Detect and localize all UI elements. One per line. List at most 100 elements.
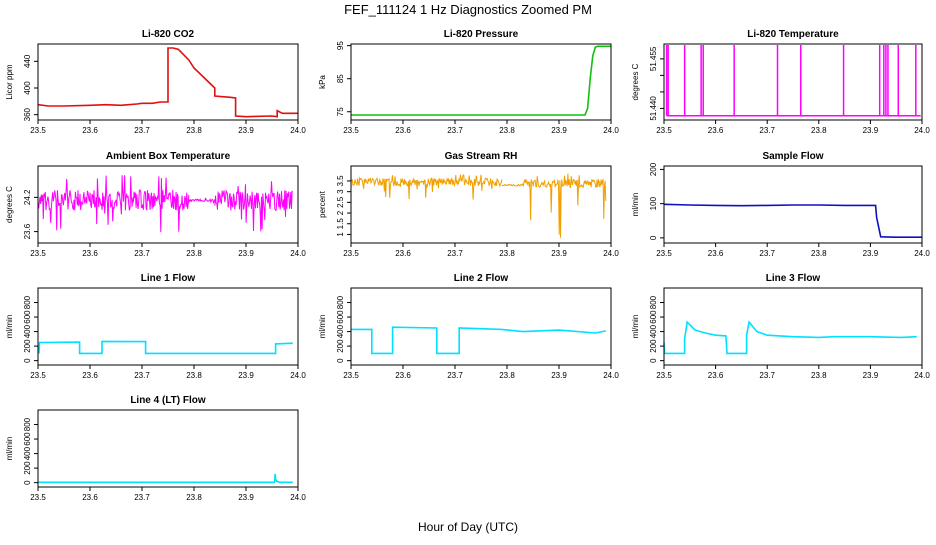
series-line — [351, 45, 611, 116]
x-tick-label: 23.6 — [82, 371, 98, 380]
y-axis-label: ml/min — [5, 437, 14, 461]
x-tick-label: 23.5 — [30, 126, 46, 135]
y-tick-label: 3 — [336, 189, 345, 194]
y-axis-label: percent — [318, 190, 327, 217]
x-tick-label: 23.6 — [708, 126, 724, 135]
x-tick-label: 23.6 — [82, 126, 98, 135]
y-tick-label: 800 — [649, 295, 658, 309]
series-ambient — [37, 175, 294, 233]
y-tick-label: 400 — [336, 324, 345, 338]
x-tick-label: 23.5 — [656, 371, 672, 380]
x-tick-label: 23.9 — [238, 493, 254, 502]
plot-frame — [663, 43, 923, 121]
y-tick-label: 400 — [23, 324, 32, 338]
plot-frame — [350, 287, 612, 366]
x-tick-label: 23.7 — [759, 126, 775, 135]
x-tick-label: 23.9 — [551, 126, 567, 135]
chart-panel-pressure: Li-820 Pressure kPa 23.5 23.6 23.7 23.8 23.9 24… — [318, 29, 619, 135]
y-tick-label: 600 — [649, 310, 658, 324]
y-tick-label: 75 — [336, 107, 345, 116]
x-tick-label: 23.7 — [134, 371, 150, 380]
x-tick-label: 23.7 — [134, 493, 150, 502]
y-tick-label: 3.5 — [336, 175, 345, 187]
series-line — [522, 173, 607, 238]
series-line2 — [351, 326, 606, 355]
x-tick-label: 24.0 — [914, 249, 930, 258]
chart-title: Line 4 (LT) Flow — [130, 395, 206, 406]
chart-title: Line 2 Flow — [454, 273, 509, 284]
x-tick-label: 23.8 — [499, 126, 515, 135]
series-sample — [663, 203, 922, 238]
series-line — [663, 203, 922, 238]
x-tick-label: 23.5 — [30, 493, 46, 502]
y-axis-label: kPa — [318, 75, 327, 89]
chart-panel-line1: Line 1 Flow ml/min 23.5 23.6 23.7 23.8 23.9 24.… — [5, 273, 306, 380]
x-tick-label: 23.8 — [499, 249, 515, 258]
x-tick-label: 23.9 — [551, 249, 567, 258]
series-pressure — [351, 45, 611, 116]
x-tick-label: 23.5 — [656, 249, 672, 258]
x-tick-label: 23.6 — [82, 249, 98, 258]
x-tick-label: 24.0 — [603, 249, 619, 258]
series-line3 — [663, 320, 917, 355]
series-line — [38, 340, 293, 355]
y-tick-label: 100 — [649, 196, 658, 210]
x-tick-label: 23.9 — [551, 371, 567, 380]
plot-frame — [350, 165, 612, 244]
chart-panel-line3: Line 3 Flow ml/min 23.5 23.6 23.7 23.8 23.9 24.… — [631, 273, 930, 380]
chart-panel-co2: Li-820 CO2 Licor ppm 23.5 23.6 23.7 23.8 23.9 2… — [5, 29, 306, 135]
series-line — [38, 473, 293, 484]
chart-panel-ambient: Ambient Box Temperature degrees C 23.5 23.6… — [5, 151, 306, 258]
x-tick-label: 23.7 — [134, 126, 150, 135]
chart-title: Gas Stream RH — [445, 151, 518, 162]
plot-frame — [663, 165, 923, 244]
x-tick-label: 23.5 — [656, 126, 672, 135]
y-tick-label: 400 — [23, 81, 32, 95]
y-tick-label: 2.5 — [336, 196, 345, 208]
y-tick-label: 600 — [23, 310, 32, 324]
chart-panel-sample: Sample Flow ml/min 23.5 23.6 23.7 23.8 23.9 24.… — [631, 151, 930, 258]
x-tick-label: 23.5 — [343, 126, 359, 135]
series-line — [501, 183, 524, 187]
y-tick-label: 0 — [336, 358, 345, 363]
series-line — [188, 197, 216, 205]
series-line — [37, 47, 298, 118]
y-tick-label: 200 — [23, 339, 32, 353]
y-tick-label: 360 — [23, 107, 32, 121]
x-tick-label: 24.0 — [603, 126, 619, 135]
y-tick-label: 200 — [649, 339, 658, 353]
x-tick-label: 23.5 — [343, 371, 359, 380]
chart-panel-line2: Line 2 Flow ml/min 23.5 23.6 23.7 23.8 23.9 24.… — [318, 273, 619, 380]
x-tick-label: 23.6 — [395, 249, 411, 258]
x-tick-label: 23.6 — [395, 126, 411, 135]
series-co2 — [37, 47, 298, 118]
x-tick-label: 23.8 — [811, 126, 827, 135]
y-tick-label: 51.440 — [649, 96, 658, 121]
series-line — [663, 320, 917, 355]
x-tick-label: 23.7 — [134, 249, 150, 258]
x-tick-label: 23.9 — [238, 126, 254, 135]
chart-title: Line 1 Flow — [141, 273, 196, 284]
series-temp — [665, 44, 921, 117]
chart-panel-line4: Line 4 (LT) Flow ml/min 23.5 23.6 23.7 23.8 23… — [5, 395, 306, 502]
series-line — [214, 181, 294, 232]
x-tick-label: 23.5 — [30, 249, 46, 258]
x-tick-label: 23.6 — [395, 371, 411, 380]
y-axis-label: ml/min — [318, 315, 327, 339]
y-tick-label: 1.5 — [336, 218, 345, 230]
y-tick-label: 800 — [336, 295, 345, 309]
x-tick-label: 24.0 — [290, 371, 306, 380]
plot-frame — [37, 409, 299, 488]
y-axis-label: ml/min — [631, 315, 640, 339]
x-tick-label: 23.6 — [82, 493, 98, 502]
series-line — [37, 175, 190, 233]
y-tick-label: 23.6 — [23, 223, 32, 239]
series-line1 — [38, 340, 293, 355]
x-tick-label: 23.6 — [708, 249, 724, 258]
series-line — [350, 174, 503, 200]
chart-title: Line 3 Flow — [766, 273, 821, 284]
x-tick-label: 23.6 — [708, 371, 724, 380]
series-line — [351, 326, 606, 355]
